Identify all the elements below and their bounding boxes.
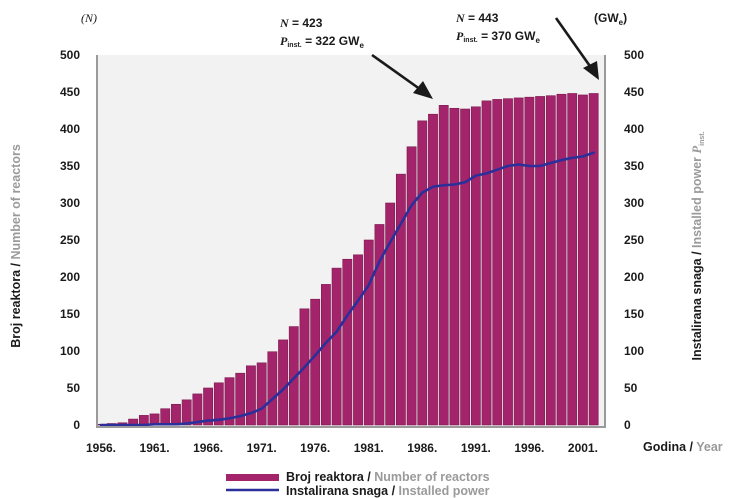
right-tick-label: 0 bbox=[624, 418, 631, 432]
bar-1988 bbox=[438, 105, 449, 426]
svg-text:Pinst. = 370 GWe: Pinst. = 370 GWe bbox=[456, 29, 540, 45]
right-tick-label: 50 bbox=[624, 381, 638, 395]
bar-1964 bbox=[181, 399, 192, 426]
installed-power-line bbox=[99, 151, 595, 427]
bar-1966 bbox=[203, 387, 214, 426]
bar-2001 bbox=[578, 94, 588, 426]
bar-1984 bbox=[395, 173, 406, 426]
x-tick-label: 1991. bbox=[461, 441, 491, 455]
bar-series bbox=[96, 93, 599, 426]
left-tick-label: 350 bbox=[60, 159, 80, 173]
x-tick-label: 1986. bbox=[407, 441, 437, 455]
bar-1990 bbox=[460, 108, 471, 426]
bar-1969 bbox=[235, 372, 246, 426]
right-tick-label: 100 bbox=[624, 344, 644, 358]
legend-label-line: Instalirana snaga / Installed power bbox=[286, 484, 490, 498]
bar-1992 bbox=[481, 100, 492, 426]
x-tick-label: 2001. bbox=[568, 441, 598, 455]
x-axis-ticks: 1956. 1961. 1966. 1971. 1976. 1981. 1986. 1991.… bbox=[86, 441, 598, 455]
left-axis-unit: (N) bbox=[81, 11, 97, 25]
x-tick-label: 1966. bbox=[193, 441, 223, 455]
bar-1994 bbox=[503, 98, 513, 426]
left-tick-label: 400 bbox=[60, 122, 80, 136]
bar-1982 bbox=[374, 224, 385, 426]
left-tick-label: 300 bbox=[60, 196, 80, 210]
bar-1979 bbox=[342, 258, 353, 426]
bar-1996 bbox=[524, 96, 535, 426]
y-axis-title: Broj reaktora / Number of reactors bbox=[9, 144, 23, 348]
left-tick-label: 250 bbox=[60, 233, 80, 247]
bar-1974 bbox=[288, 326, 299, 426]
bar-1978 bbox=[331, 267, 342, 426]
y2-axis-title: Instalirana snaga / Installed power Pins… bbox=[690, 131, 706, 360]
bar-1993 bbox=[492, 99, 503, 426]
svg-text:Pinst. = 322 GWe: Pinst. = 322 GWe bbox=[280, 34, 364, 50]
left-axis-ticks: 0 50 100 150 200 250 300 350 400 450 500 bbox=[60, 48, 80, 432]
svg-text:N = 443: N = 443 bbox=[455, 11, 499, 25]
bar-1962 bbox=[160, 408, 171, 426]
left-tick-label: 150 bbox=[60, 307, 80, 321]
bar-1965 bbox=[192, 393, 203, 426]
x-axis-title: Godina / Year bbox=[643, 440, 723, 454]
x-tick-label: 1996. bbox=[514, 441, 544, 455]
left-tick-label: 100 bbox=[60, 344, 80, 358]
bar-1986 bbox=[417, 120, 428, 426]
bar-1976 bbox=[310, 298, 321, 426]
bar-1999 bbox=[556, 93, 567, 426]
bar-1989 bbox=[449, 107, 460, 426]
left-tick-label: 0 bbox=[73, 418, 80, 432]
legend: Broj reaktora / Number of reactors Insta… bbox=[226, 470, 490, 498]
left-tick-label: 450 bbox=[60, 85, 80, 99]
bar-1983 bbox=[385, 202, 396, 426]
right-tick-label: 500 bbox=[624, 48, 644, 62]
x-tick-label: 1981. bbox=[354, 441, 384, 455]
x-tick-label: 1976. bbox=[300, 441, 330, 455]
right-tick-label: 200 bbox=[624, 270, 644, 284]
bar-1981 bbox=[363, 239, 374, 426]
right-tick-label: 300 bbox=[624, 196, 644, 210]
bar-1968 bbox=[224, 377, 235, 426]
bar-2000 bbox=[567, 93, 578, 426]
svg-text:N = 423: N = 423 bbox=[279, 16, 323, 30]
left-tick-label: 200 bbox=[60, 270, 80, 284]
x-tick-label: 1961. bbox=[140, 441, 170, 455]
legend-swatch-bars bbox=[226, 474, 279, 481]
right-tick-label: 350 bbox=[624, 159, 644, 173]
x-tick-label: 1956. bbox=[86, 441, 116, 455]
bar-1973 bbox=[278, 339, 288, 426]
right-tick-label: 450 bbox=[624, 85, 644, 99]
bar-1998 bbox=[545, 95, 556, 426]
right-axis-unit: (GWe) bbox=[594, 11, 627, 27]
left-tick-label: 500 bbox=[60, 48, 80, 62]
right-tick-label: 400 bbox=[624, 122, 644, 136]
right-tick-label: 150 bbox=[624, 307, 644, 321]
bar-1985 bbox=[406, 146, 417, 426]
bar-1970 bbox=[246, 365, 256, 426]
bar-1963 bbox=[171, 403, 181, 426]
bar-1972 bbox=[267, 351, 278, 426]
bar-1980 bbox=[353, 254, 363, 426]
right-tick-label: 250 bbox=[624, 233, 644, 247]
bar-1971 bbox=[256, 362, 267, 426]
x-tick-label: 1971. bbox=[247, 441, 277, 455]
bar-1995 bbox=[513, 97, 524, 426]
annotation-2002: N = 443 Pinst. = 370 GWe bbox=[455, 11, 599, 80]
bar-1987 bbox=[428, 113, 438, 426]
legend-label-bars: Broj reaktora / Number of reactors bbox=[286, 470, 490, 484]
annotation-1987: N = 423 Pinst. = 322 GWe bbox=[279, 16, 433, 99]
right-axis-ticks: 0 50 100 150 200 250 300 350 400 450 500 bbox=[624, 48, 644, 432]
bar-1967 bbox=[213, 382, 224, 426]
left-tick-label: 50 bbox=[67, 381, 81, 395]
bar-1997 bbox=[535, 96, 545, 426]
bar-2002 bbox=[588, 93, 599, 426]
bar-1977 bbox=[320, 284, 331, 426]
bar-1991 bbox=[470, 106, 481, 426]
